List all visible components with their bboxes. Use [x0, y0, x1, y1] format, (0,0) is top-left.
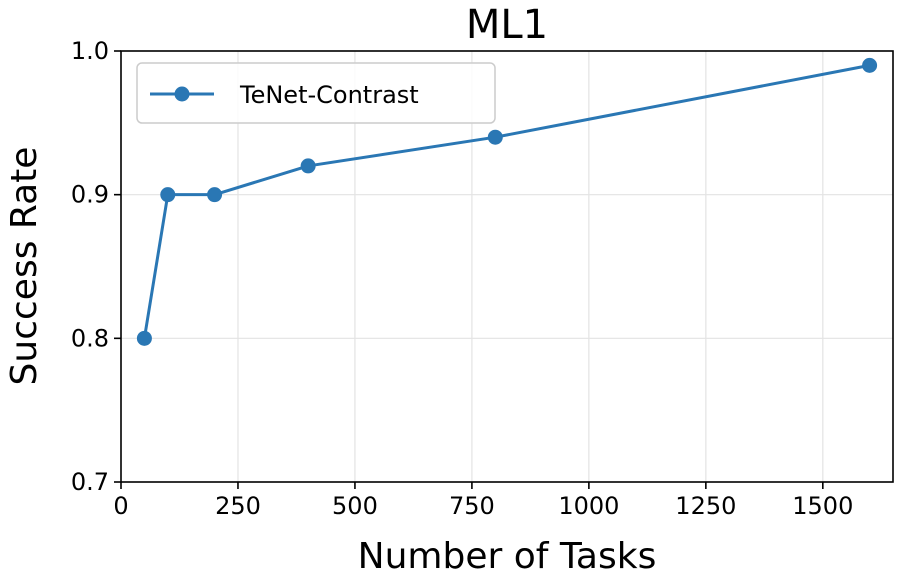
x-tick-label: 750: [449, 492, 495, 520]
chart-title: ML1: [466, 2, 548, 48]
data-point: [300, 158, 316, 174]
y-tick-label: 0.8: [71, 324, 109, 352]
legend-label: TeNet-Contrast: [239, 81, 419, 109]
data-point: [160, 187, 176, 203]
plot-frame: [120, 50, 894, 483]
x-tick-label: 1250: [675, 492, 736, 520]
y-tick-label: 0.9: [71, 181, 109, 209]
legend-marker-swatch: [174, 86, 190, 102]
data-point: [487, 129, 503, 145]
data-point: [207, 187, 223, 203]
y-axis-title: Success Rate: [4, 147, 45, 386]
axis-ticks: 0 250 500 750 1000 1250 1500 0.7 0.8 0.9 1.0: [71, 37, 854, 520]
x-tick-label: 1000: [558, 492, 619, 520]
data-point: [862, 57, 878, 73]
data-point: [136, 330, 152, 346]
x-tick-label: 0: [113, 492, 128, 520]
legend: TeNet-Contrast: [136, 62, 496, 124]
series-layer: [136, 57, 878, 346]
y-tick-label: 1.0: [71, 37, 109, 65]
legend-box: [136, 62, 496, 124]
y-tick-label: 0.7: [71, 468, 109, 496]
x-tick-label: 500: [332, 492, 378, 520]
series-line: [142, 63, 872, 340]
x-axis-title: Number of Tasks: [358, 536, 657, 574]
x-tick-label: 1500: [792, 492, 853, 520]
x-tick-label: 250: [215, 492, 261, 520]
